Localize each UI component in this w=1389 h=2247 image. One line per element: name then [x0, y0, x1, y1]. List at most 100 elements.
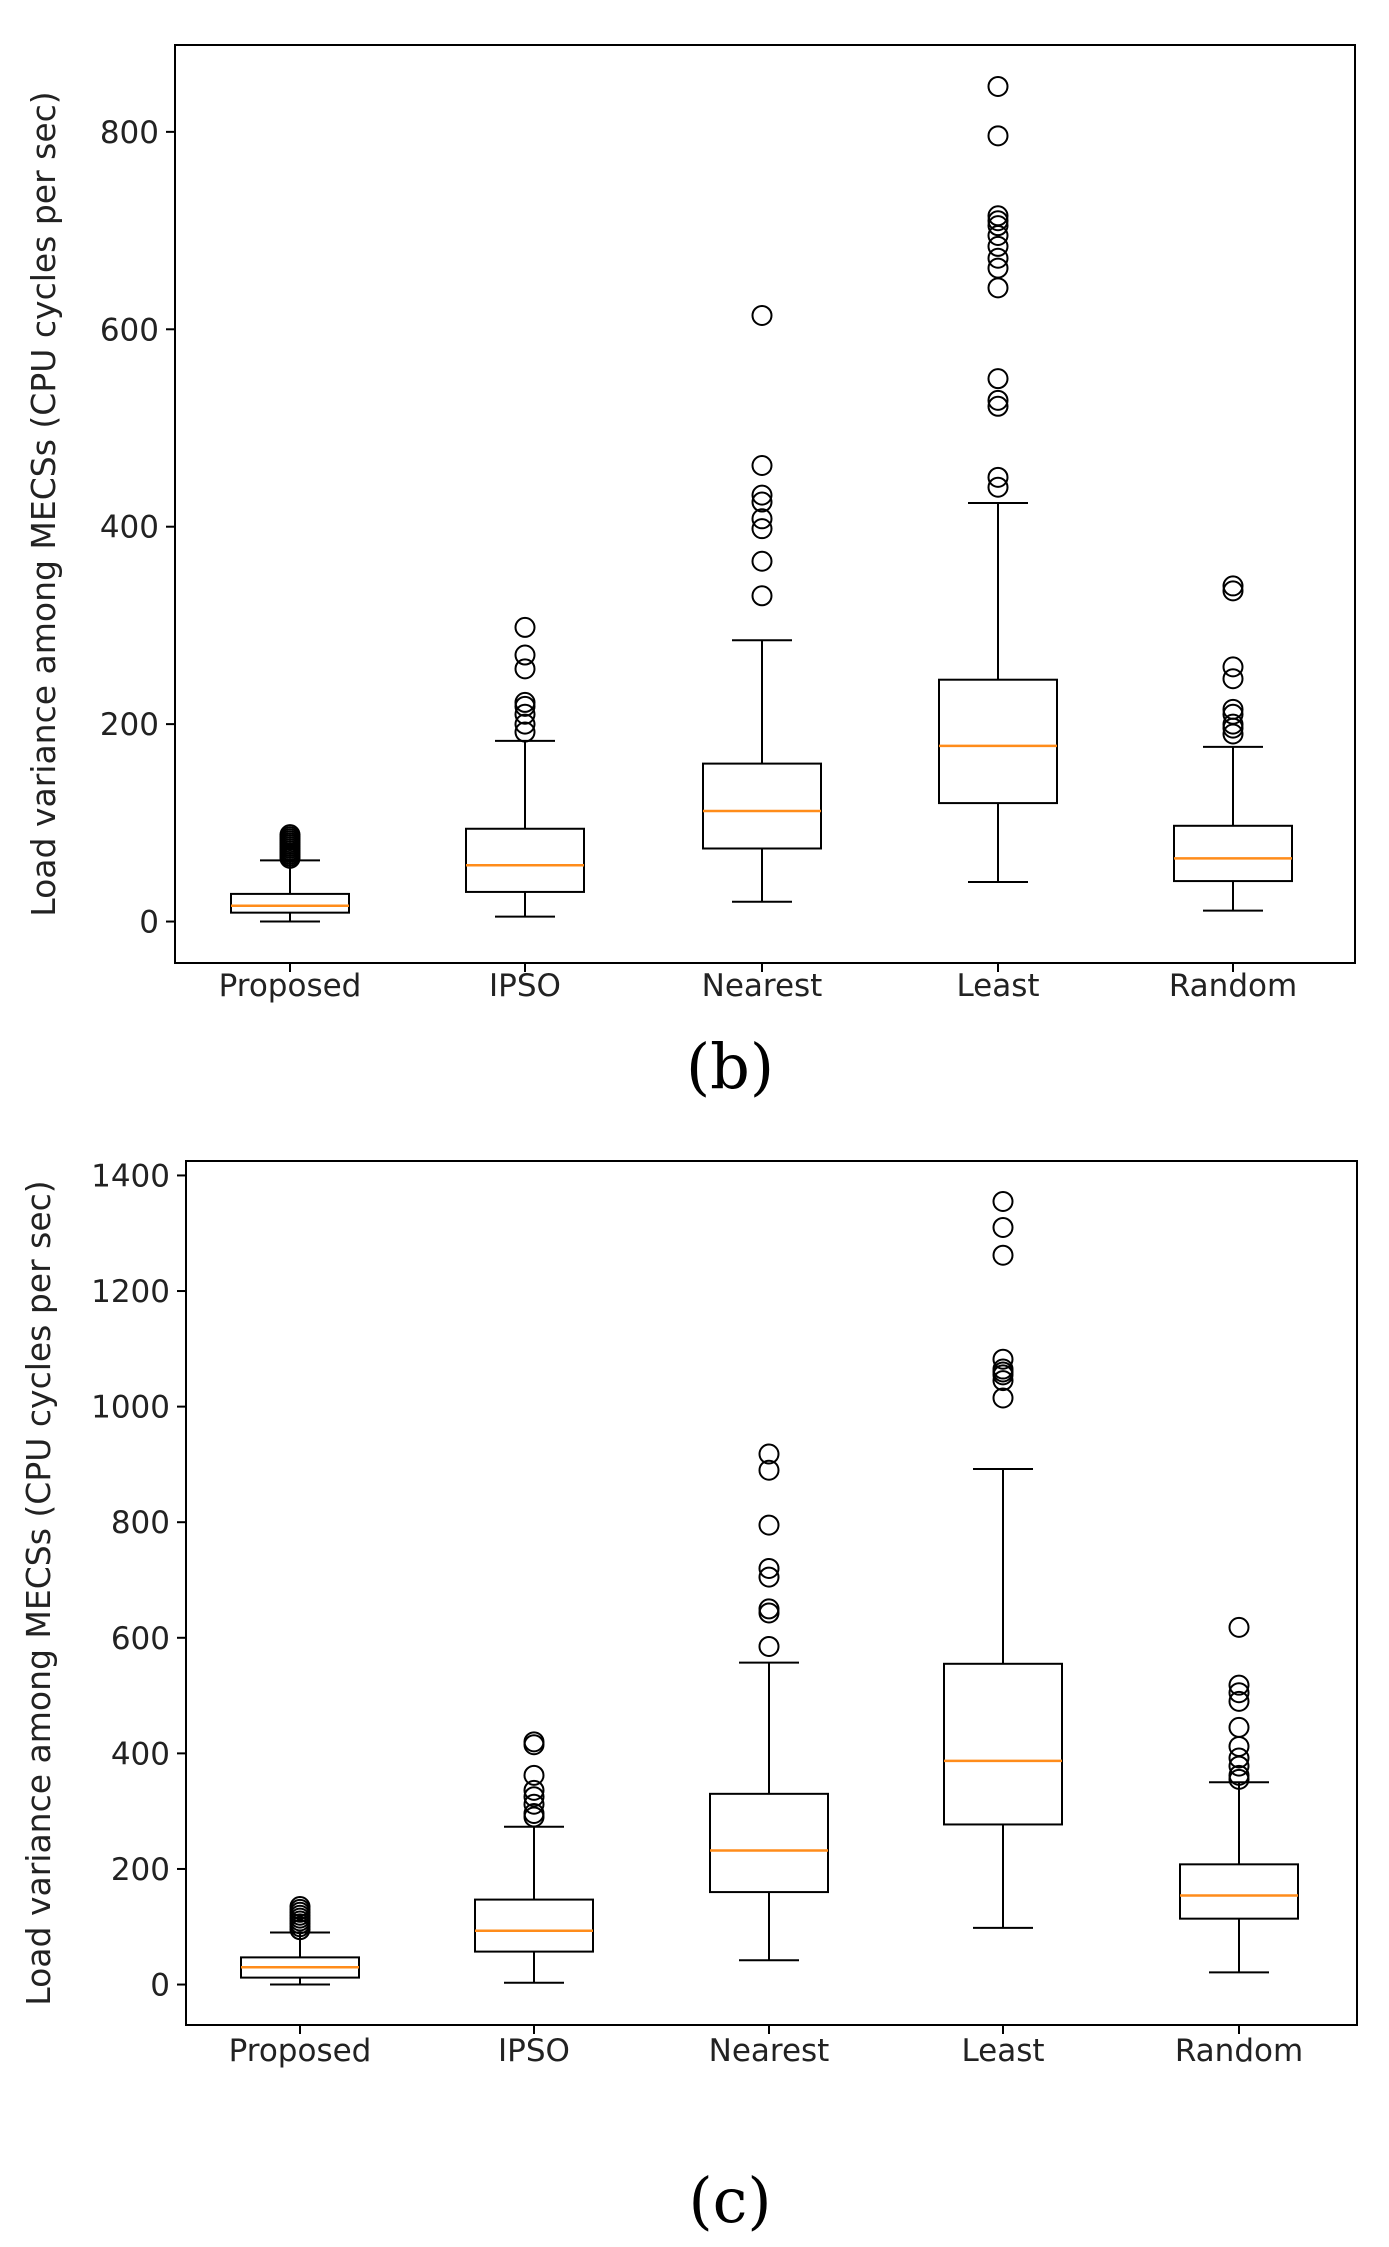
outlier-point	[751, 550, 773, 572]
outlier-point	[987, 257, 1009, 279]
iqr-box	[474, 1898, 594, 1953]
chart-b: 0 200 400 600 800 Load variance among MECSs (…	[24, 44, 1356, 1004]
outlier-point	[1228, 1747, 1250, 1769]
y-axis-label: Load variance among MECSs (CPU cycles pe…	[19, 1180, 58, 2005]
outlier-point	[1228, 1735, 1250, 1757]
box-random: Random	[1169, 575, 1297, 1004]
y-tick-label: 1400	[91, 1158, 170, 1194]
outlier-point	[514, 616, 536, 638]
outlier-point	[987, 368, 1009, 390]
outlier-point	[987, 75, 1009, 97]
outlier-point	[751, 455, 773, 477]
iqr-box	[1173, 824, 1293, 883]
y-tick-label: 800	[100, 115, 159, 151]
outlier-point	[987, 210, 1009, 232]
outlier-point	[1228, 1764, 1250, 1786]
outlier-point	[751, 304, 773, 326]
y-tick-label: 600	[111, 1621, 170, 1657]
outlier-point	[758, 1566, 780, 1588]
box-random: Random	[1175, 1616, 1303, 2069]
iqr-box	[702, 762, 822, 850]
y-axis-label: Load variance among MECSs (CPU cycles pe…	[24, 91, 63, 916]
outlier-point	[523, 1764, 545, 1786]
outlier-point	[1222, 668, 1244, 690]
outlier-point	[758, 1459, 780, 1481]
outlier-point	[751, 508, 773, 530]
outlier-point	[758, 1598, 780, 1620]
x-tick-label: Random	[1169, 968, 1297, 1004]
y-tick-label: 800	[111, 1505, 170, 1541]
outlier-point	[987, 389, 1009, 411]
outlier-point	[987, 205, 1009, 227]
x-tick-label: Nearest	[702, 968, 823, 1004]
outlier-point	[279, 824, 301, 846]
outlier-point	[758, 1514, 780, 1536]
outlier-point	[987, 215, 1009, 237]
box-ipso: IPSO	[474, 1731, 594, 2069]
y-tick-label: 1200	[91, 1274, 170, 1310]
iqr-box	[230, 892, 350, 914]
outlier-point	[514, 713, 536, 735]
axes-frame	[174, 44, 1356, 964]
axes-frame	[185, 1160, 1358, 2026]
outlier-point	[514, 658, 536, 680]
outlier-point	[758, 1602, 780, 1624]
outlier-point	[523, 1731, 545, 1753]
outlier-point	[514, 721, 536, 743]
x-tick-label: IPSO	[489, 968, 561, 1004]
outlier-point	[987, 466, 1009, 488]
box-nearest: Nearest	[702, 304, 823, 1004]
outlier-point	[992, 1348, 1014, 1370]
box-nearest: Nearest	[709, 1443, 830, 2069]
outlier-point	[751, 585, 773, 607]
iqr-box	[943, 1662, 1063, 1826]
outlier-point	[751, 518, 773, 540]
outlier-point	[987, 277, 1009, 299]
outlier-point	[992, 1190, 1014, 1212]
outlier-point	[1228, 1674, 1250, 1696]
y-tick-label: 200	[111, 1852, 170, 1888]
outlier-point	[758, 1443, 780, 1465]
y-tick-label: 0	[139, 905, 159, 941]
outlier-point	[523, 1793, 545, 1815]
y-tick-label: 0	[150, 1968, 170, 2004]
figure-label-c: (c)	[688, 2164, 771, 2237]
outlier-point	[514, 703, 536, 725]
outlier-point	[987, 125, 1009, 147]
x-tick-label: Random	[1175, 2033, 1303, 2069]
outlier-point	[1222, 580, 1244, 602]
outlier-point	[992, 1387, 1014, 1409]
x-tick-label: Least	[961, 2033, 1044, 2069]
outlier-point	[1222, 703, 1244, 725]
x-tick-label: Proposed	[229, 2033, 372, 2069]
outlier-point	[758, 1557, 780, 1579]
y-tick-label: 600	[100, 312, 159, 348]
outlier-point	[523, 1779, 545, 1801]
outlier-point	[514, 691, 536, 713]
y-tick-label: 1000	[91, 1390, 170, 1426]
outlier-point	[1228, 1616, 1250, 1638]
x-tick-label: Least	[956, 968, 1039, 1004]
chart-c: 0 200 400 600 800 1000 1200 1400 Load variance a…	[19, 1158, 1358, 2069]
outlier-point	[523, 1786, 545, 1808]
x-tick-label: Proposed	[219, 968, 362, 1004]
iqr-box	[709, 1792, 829, 1894]
x-tick-label: Nearest	[709, 2033, 830, 2069]
figure-label-b: (b)	[686, 1030, 774, 1103]
outlier-point	[987, 235, 1009, 257]
y-tick-label: 200	[100, 707, 159, 743]
outlier-point	[992, 1216, 1014, 1238]
outlier-point	[289, 1896, 311, 1918]
y-tick-label: 400	[100, 510, 159, 546]
outlier-point	[1222, 713, 1244, 735]
outlier-point	[758, 1635, 780, 1657]
outlier-point	[992, 1358, 1014, 1380]
outlier-point	[987, 247, 1009, 269]
x-tick-label: IPSO	[498, 2033, 570, 2069]
iqr-box	[1179, 1863, 1299, 1920]
outlier-point	[1228, 1690, 1250, 1712]
outlier-point	[514, 644, 536, 666]
y-tick-label: 400	[111, 1736, 170, 1772]
outlier-point	[987, 395, 1009, 417]
outlier-point	[1222, 656, 1244, 678]
